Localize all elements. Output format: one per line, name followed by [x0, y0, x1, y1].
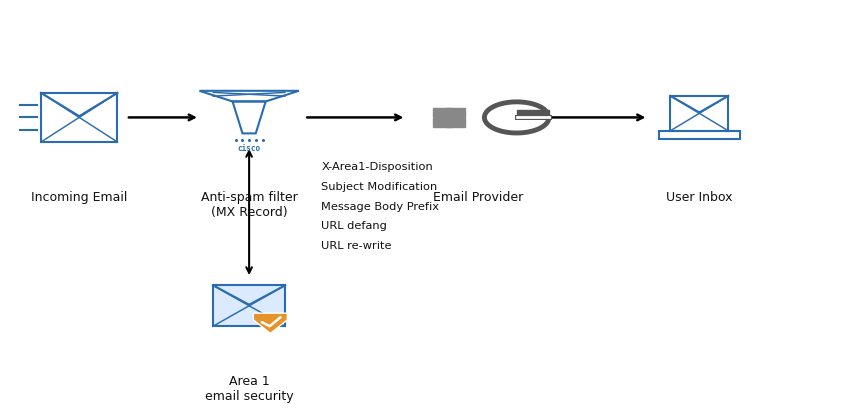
- Text: Incoming Email: Incoming Email: [31, 191, 127, 204]
- Polygon shape: [253, 313, 287, 333]
- Text: X-Area1-Disposition: X-Area1-Disposition: [321, 162, 433, 173]
- Bar: [446, 107, 465, 117]
- Bar: [433, 118, 452, 127]
- Text: User Inbox: User Inbox: [666, 191, 733, 204]
- Text: Anti-spam filter
(MX Record): Anti-spam filter (MX Record): [201, 191, 298, 219]
- Text: URL defang: URL defang: [321, 222, 387, 232]
- Text: cisco: cisco: [238, 144, 261, 153]
- Text: Message Body Prefix: Message Body Prefix: [321, 202, 439, 212]
- Bar: [446, 118, 465, 127]
- Text: Area 1
email security: Area 1 email security: [205, 376, 293, 403]
- Polygon shape: [213, 285, 286, 326]
- Text: Subject Modification: Subject Modification: [321, 182, 438, 192]
- Text: Email Provider: Email Provider: [433, 191, 523, 204]
- Text: URL re-write: URL re-write: [321, 241, 392, 251]
- Bar: [433, 107, 452, 117]
